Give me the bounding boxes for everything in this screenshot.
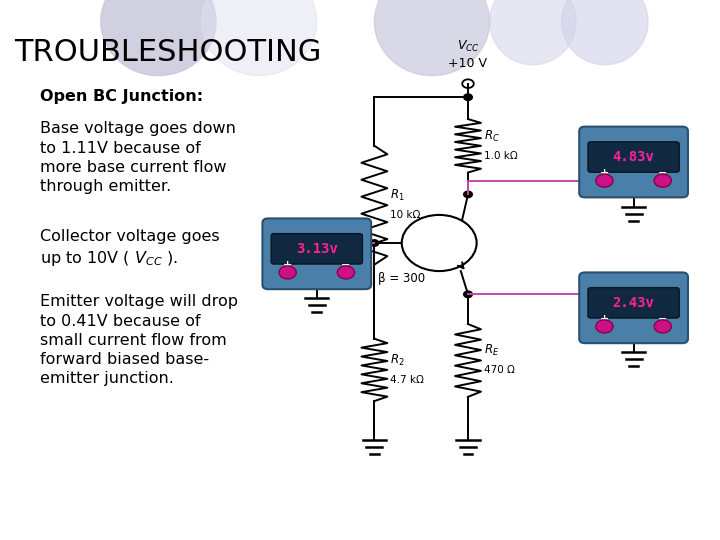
Circle shape	[402, 215, 477, 271]
FancyBboxPatch shape	[588, 142, 679, 172]
Circle shape	[464, 191, 472, 198]
Text: 2.43v: 2.43v	[613, 296, 654, 310]
Circle shape	[596, 174, 613, 187]
Text: Collector voltage goes
up to 10V ( $V_{CC}$ ).: Collector voltage goes up to 10V ( $V_{C…	[40, 230, 219, 268]
Ellipse shape	[490, 0, 576, 65]
Circle shape	[464, 94, 472, 100]
Circle shape	[654, 174, 672, 187]
Text: 3.13v: 3.13v	[296, 242, 338, 256]
Text: −: −	[658, 314, 667, 324]
Circle shape	[596, 320, 613, 333]
FancyBboxPatch shape	[262, 218, 372, 289]
Text: +10 V: +10 V	[449, 57, 487, 70]
Text: 470 Ω: 470 Ω	[484, 365, 515, 375]
FancyBboxPatch shape	[579, 126, 688, 197]
Text: Open BC Junction:: Open BC Junction:	[40, 89, 203, 104]
Text: $R_E$: $R_E$	[484, 343, 499, 358]
Ellipse shape	[101, 0, 216, 76]
Circle shape	[654, 320, 672, 333]
Text: 4.83v: 4.83v	[613, 150, 654, 164]
Text: 1.0 kΩ: 1.0 kΩ	[484, 151, 518, 160]
Circle shape	[462, 79, 474, 88]
Text: TROUBLESHOOTING: TROUBLESHOOTING	[14, 38, 322, 67]
Text: Emitter voltage will drop
to 0.41V because of
small current flow from
forward bi: Emitter voltage will drop to 0.41V becau…	[40, 294, 238, 386]
Text: +: +	[283, 260, 292, 270]
FancyBboxPatch shape	[271, 234, 362, 264]
FancyBboxPatch shape	[588, 288, 679, 318]
Circle shape	[464, 291, 472, 298]
Text: +: +	[600, 314, 609, 324]
Text: Base voltage goes down
to 1.11V because of
more base current flow
through emitte: Base voltage goes down to 1.11V because …	[40, 122, 235, 194]
Text: $R_2$: $R_2$	[390, 353, 405, 368]
Text: −: −	[341, 260, 351, 270]
Text: +: +	[600, 168, 609, 178]
FancyBboxPatch shape	[579, 272, 688, 343]
Ellipse shape	[562, 0, 648, 65]
Text: −: −	[658, 168, 667, 178]
Text: β = 300: β = 300	[378, 272, 425, 285]
Circle shape	[370, 240, 379, 246]
Circle shape	[337, 266, 354, 279]
Ellipse shape	[202, 0, 317, 76]
Circle shape	[279, 266, 297, 279]
Ellipse shape	[374, 0, 490, 76]
Text: $R_C$: $R_C$	[484, 129, 500, 144]
Text: 10 kΩ: 10 kΩ	[390, 210, 420, 220]
Text: $R_1$: $R_1$	[390, 188, 405, 203]
Text: $V_{CC}$: $V_{CC}$	[456, 39, 480, 54]
Text: 4.7 kΩ: 4.7 kΩ	[390, 375, 424, 384]
